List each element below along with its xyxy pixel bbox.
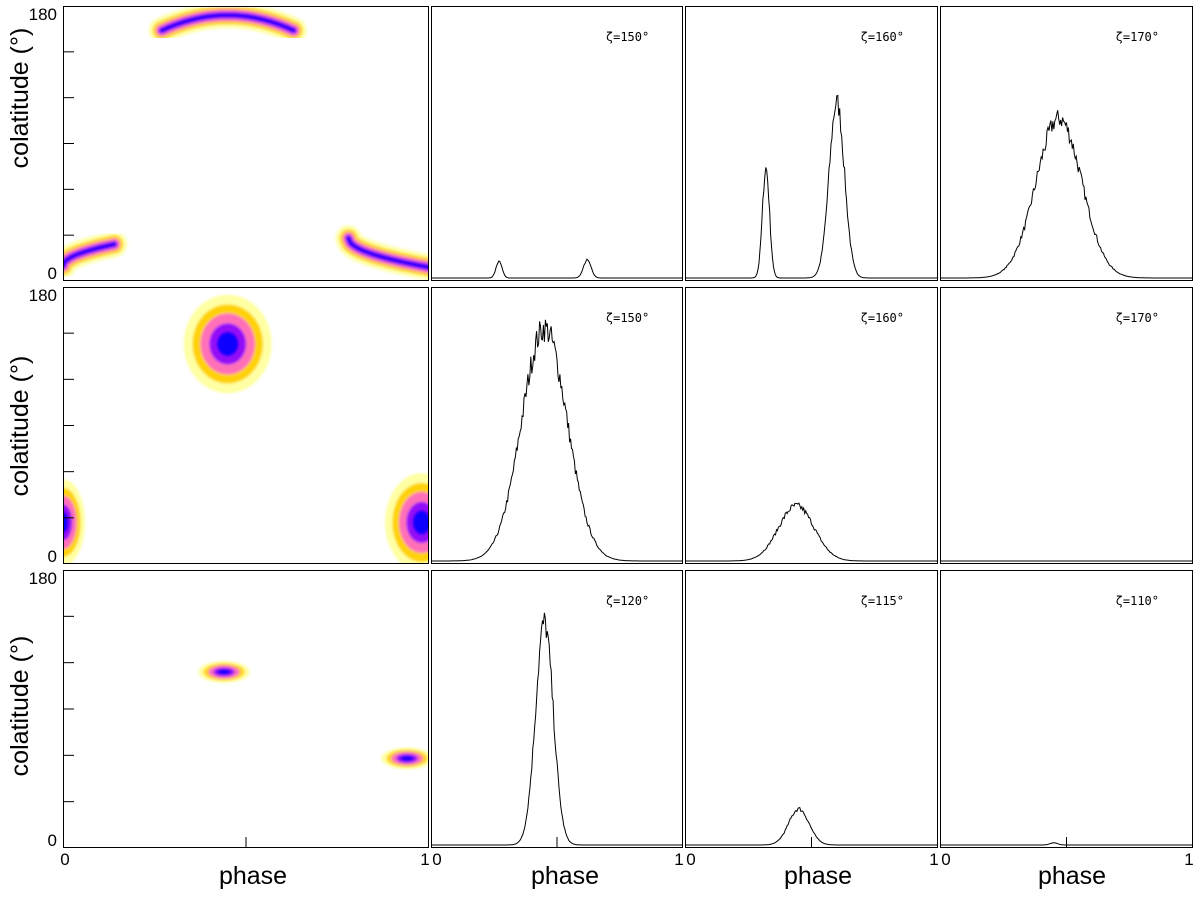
heatmap-blob-2 — [63, 231, 128, 279]
heatmap-blob-1 — [198, 661, 250, 683]
series-line — [431, 319, 683, 562]
x-tick-label: 0 — [60, 850, 69, 869]
panel-r1c3: ζ=160° — [685, 6, 938, 281]
panel-plot-area — [198, 661, 429, 770]
x-tick-label: 0 — [432, 850, 441, 869]
panel-plot-area — [431, 319, 683, 562]
zeta-annotation: ζ=150° — [606, 30, 649, 44]
series-line — [685, 94, 938, 279]
panel-r2c3: ζ=160° — [685, 287, 938, 564]
zeta-annotation: ζ=160° — [861, 311, 904, 325]
heatmap-cell — [412, 510, 429, 535]
heatmap-cell — [400, 755, 414, 762]
zeta-annotation: ζ=160° — [861, 30, 904, 44]
x-tick-label: 1 — [674, 850, 683, 869]
y-tick-label: 0 — [48, 831, 57, 850]
heatmap-blob-3 — [63, 479, 85, 564]
x-axis-label-col3: phase — [784, 862, 852, 890]
heatmap-blob-1 — [148, 6, 307, 44]
y-tick-label: 180 — [29, 569, 57, 588]
y-axis-label-row2: colatitude (°) — [6, 356, 34, 497]
panel-frame — [431, 287, 683, 564]
zeta-annotation: ζ=170° — [1116, 30, 1159, 44]
y-axis-label-row1: colatitude (°) — [6, 28, 34, 169]
panel-frame — [685, 287, 938, 564]
x-axis-label-col2: phase — [531, 862, 599, 890]
y-tick-label: 0 — [48, 264, 57, 283]
panel-plot-area — [940, 110, 1193, 279]
panel-plot-area — [431, 258, 683, 279]
panel-frame — [940, 570, 1193, 848]
zeta-annotation: ζ=110° — [1116, 594, 1159, 608]
heatmap-cell — [160, 13, 296, 33]
y-tick-label: 180 — [29, 286, 57, 305]
zeta-annotation: ζ=120° — [606, 594, 649, 608]
panel-layer: 0 180 ζ=150° ζ=160° ζ=170° 0 180 ζ=150° ζ=160° ζ=… — [29, 5, 1194, 869]
zeta-annotation: ζ=150° — [606, 311, 649, 325]
heatmap-cell — [63, 511, 69, 534]
panel-r2c4: ζ=170° — [940, 287, 1193, 564]
heatmap-blob-2 — [385, 473, 429, 564]
heatmap-blob-1 — [183, 294, 272, 394]
panel-frame — [685, 6, 938, 281]
zeta-annotation: ζ=170° — [1116, 311, 1159, 325]
y-axis-label-row3: colatitude (°) — [6, 636, 34, 777]
panel-r3c2: ζ=120° 0 1 — [431, 570, 684, 869]
panel-plot-area — [685, 94, 938, 279]
heatmap-cell — [217, 669, 231, 675]
panel-frame — [431, 570, 683, 848]
panel-plot-area — [63, 294, 429, 564]
x-tick-label: 0 — [686, 850, 695, 869]
panel-frame — [63, 570, 429, 848]
zeta-annotation: ζ=115° — [861, 594, 904, 608]
panel-r1c1: 0 180 — [29, 5, 429, 283]
y-tick-label: 180 — [29, 5, 57, 24]
panel-r3c3: ζ=115° 0 1 — [685, 570, 939, 869]
panel-frame — [685, 570, 938, 848]
panel-r2c2: ζ=150° — [431, 287, 683, 564]
panel-r3c1: 0 180 0 1 — [29, 569, 430, 869]
x-axis-label-col1: phase — [219, 862, 287, 890]
panel-plot-area — [431, 612, 683, 846]
x-tick-label: 0 — [941, 850, 950, 869]
panel-frame — [940, 6, 1193, 281]
x-axis-label-col4: phase — [1038, 862, 1106, 890]
y-tick-label: 0 — [48, 547, 57, 566]
series-line — [431, 612, 683, 846]
panel-plot-area — [685, 807, 938, 846]
panel-plot-area — [685, 502, 938, 562]
heatmap-blob-2 — [381, 747, 429, 770]
panel-r2c1: 0 180 — [29, 286, 429, 566]
panel-frame — [431, 6, 683, 281]
heatmap-blob-3 — [335, 225, 429, 281]
heatmap-cell — [216, 331, 239, 357]
panel-r1c4: ζ=170° — [940, 6, 1193, 281]
panel-plot-area — [63, 6, 429, 281]
heatmap-cell — [63, 242, 116, 268]
series-line — [940, 110, 1193, 279]
series-line — [685, 502, 938, 562]
panel-r1c2: ζ=150° — [431, 6, 683, 281]
series-line — [685, 807, 938, 846]
series-line — [431, 258, 683, 279]
panel-frame — [940, 287, 1193, 564]
heatmap-cell — [346, 236, 429, 270]
panel-r3c4: ζ=110° 0 1 — [940, 570, 1194, 869]
x-tick-label: 1 — [420, 850, 429, 869]
x-tick-label: 1 — [929, 850, 938, 869]
x-tick-label: 1 — [1184, 850, 1193, 869]
